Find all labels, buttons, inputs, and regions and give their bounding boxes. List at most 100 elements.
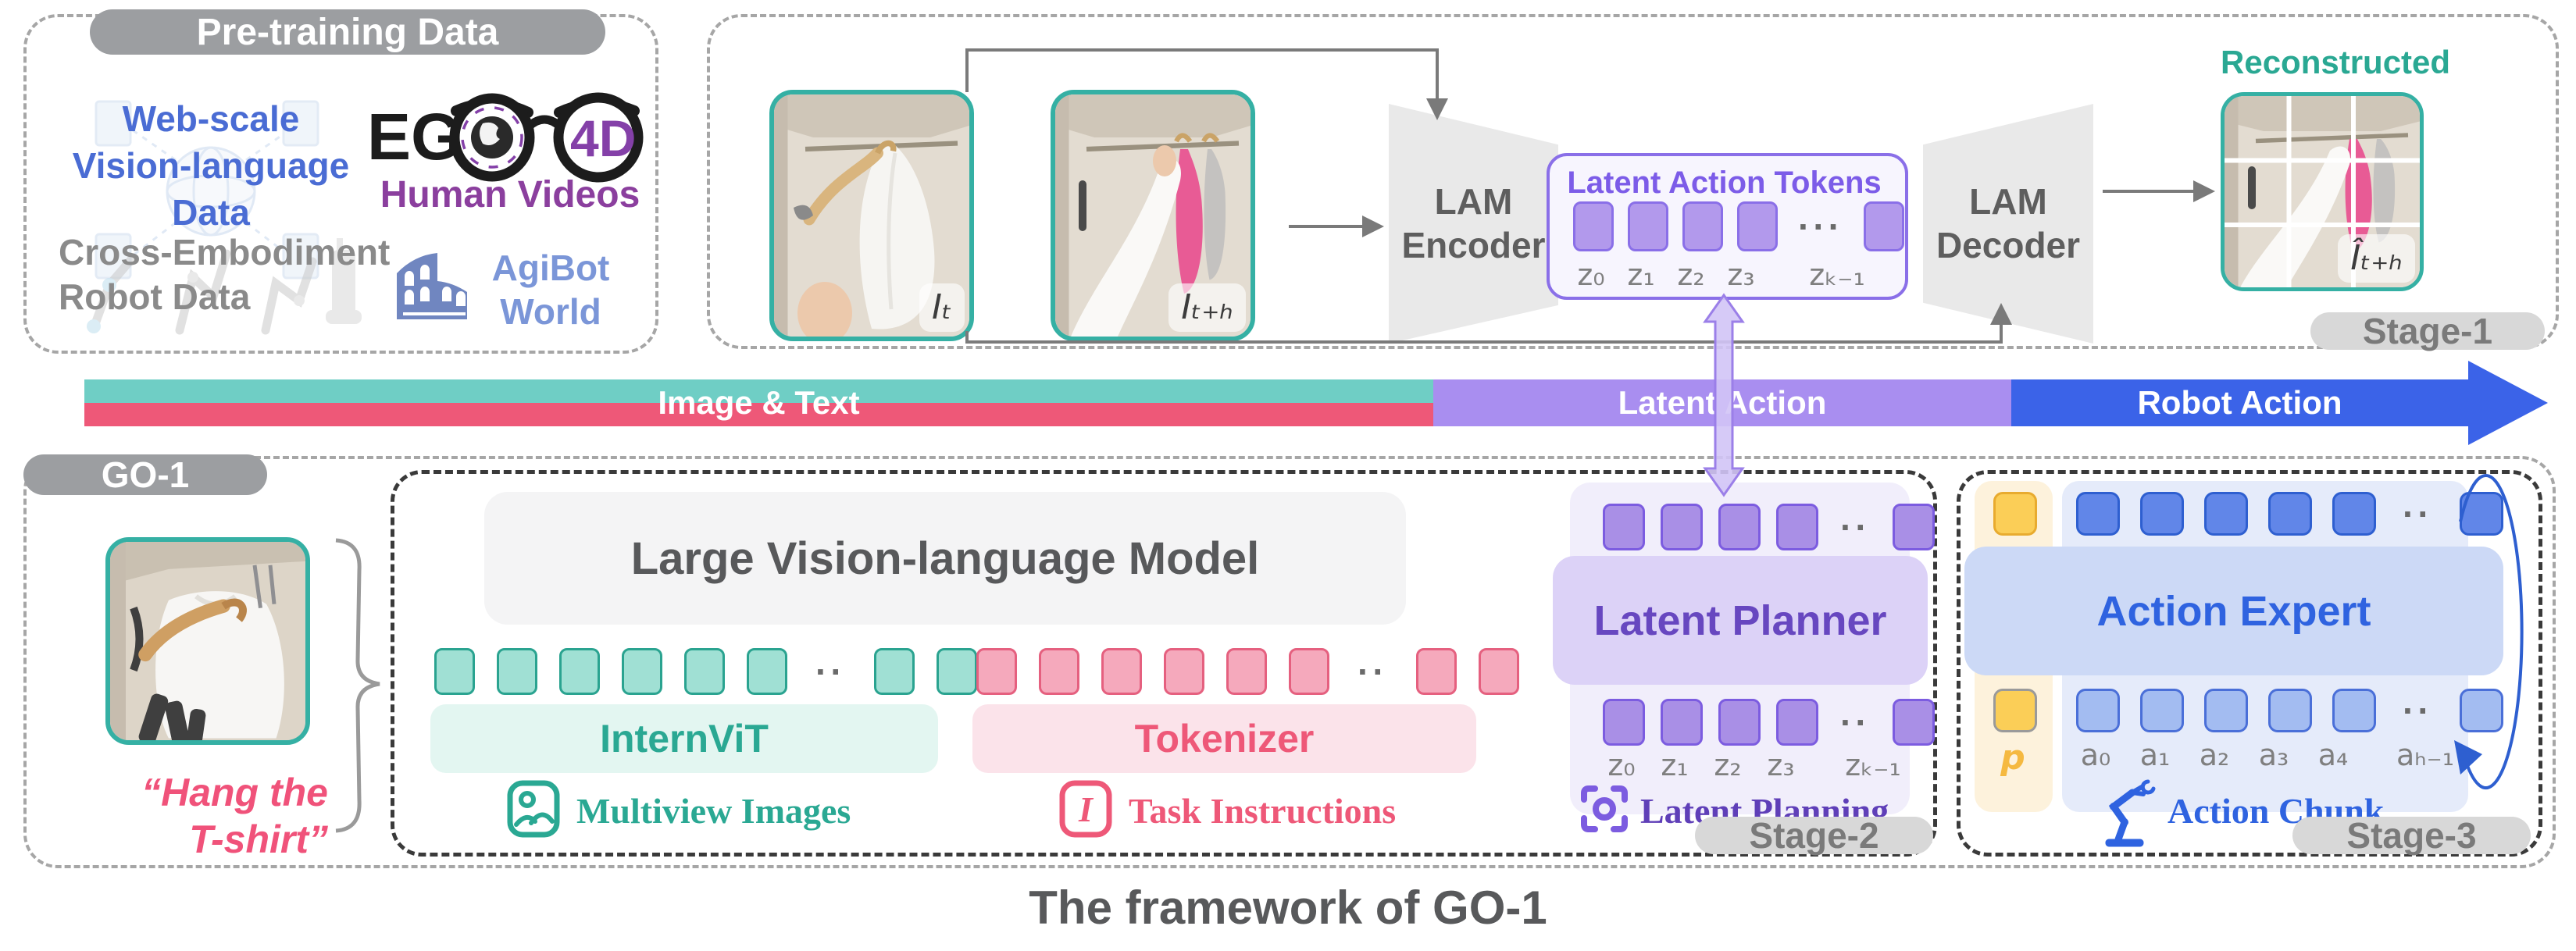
token	[1892, 504, 1935, 550]
lam-encoder: LAM Encoder	[1389, 104, 1558, 344]
token	[1863, 201, 1904, 251]
token	[2204, 492, 2248, 536]
token	[1892, 699, 1935, 746]
internvit-label: InternViT	[600, 717, 769, 760]
z-label: z₃	[1727, 258, 1755, 292]
input-image-t-plus-h: Iₜ₊ₕ	[1051, 90, 1255, 341]
token	[2140, 492, 2184, 536]
ellipsis: ··	[1840, 702, 1871, 743]
proprio-token-bottom	[1993, 689, 2037, 732]
planner-token-row-bottom: ··	[1603, 699, 1935, 746]
ellipsis: ··	[1840, 507, 1871, 547]
action-token-row-top: ··	[2076, 492, 2503, 536]
text-token-row: ··	[976, 648, 1519, 695]
instruction-text: “Hang the T-shirt”	[141, 771, 328, 861]
web-scale-label: Web-scale Vision-language Data	[72, 98, 350, 233]
token	[2332, 492, 2376, 536]
action-expert-box	[1957, 470, 2542, 857]
agibot-world-label: AgiBot World	[491, 248, 610, 332]
z-label: z₂	[1714, 748, 1742, 782]
latent-planner-box: Latent Planner	[1553, 556, 1928, 685]
robot-arms-graphic	[87, 238, 362, 335]
z-label: z₀	[1577, 258, 1605, 292]
token	[1718, 699, 1761, 746]
z-label: z₀	[1607, 748, 1636, 782]
token	[2268, 689, 2312, 732]
tshirt-scene	[110, 542, 305, 740]
stage3-label: Stage-3	[2346, 815, 2477, 856]
human-videos-label: Human Videos	[380, 174, 640, 215]
ellipsis: ··	[1358, 651, 1388, 692]
token	[1478, 648, 1519, 695]
token	[2204, 689, 2248, 732]
go1-title: GO-1	[101, 454, 190, 495]
stage2-label: Stage-2	[1749, 815, 1879, 856]
z-label: z₁	[1661, 748, 1689, 782]
bar-arrowhead	[2468, 361, 2548, 445]
stage1-pill: Stage-1	[2310, 311, 2545, 351]
token	[1415, 648, 1457, 695]
reconstructed-title: Reconstructed	[2221, 44, 2451, 80]
z-label: z₃	[1767, 748, 1795, 782]
token	[1776, 504, 1818, 550]
figure-caption: The framework of GO-1	[1029, 882, 1547, 934]
token	[1573, 201, 1614, 251]
tokenizer-box: Tokenizer	[972, 704, 1476, 773]
a-label: aₕ₋₁	[2396, 738, 2454, 772]
token	[2140, 689, 2184, 732]
token	[1628, 201, 1668, 251]
action-token-row-bottom: ··	[2076, 689, 2503, 732]
go1-title-pill: GO-1	[23, 454, 267, 495]
latent-token-row-stage1: ···	[1573, 201, 1904, 251]
a-label: a₀	[2080, 738, 2111, 772]
token	[559, 648, 600, 695]
a-label: a₄	[2317, 738, 2349, 772]
bar-robot-action	[2011, 379, 2468, 426]
vlm-box: Large Vision-language Model	[484, 492, 1406, 625]
action-expert-band: Action Expert	[1964, 547, 2503, 675]
token	[1776, 699, 1818, 746]
internvit-box: InternViT	[430, 704, 938, 773]
bar-latent-action-label: Latent Action	[1618, 384, 1827, 421]
stage1-box	[707, 14, 2559, 349]
observation-image	[105, 537, 310, 745]
svg-text:I: I	[1078, 789, 1094, 829]
token	[622, 648, 662, 695]
pretraining-title-pill: Pre-training Data	[90, 9, 605, 55]
token	[2268, 492, 2312, 536]
a-label: a₁	[2139, 738, 2171, 772]
stage2-pill: Stage-2	[1695, 815, 1933, 856]
proprio-token-top	[1993, 492, 2037, 536]
token	[1164, 648, 1204, 695]
action-chunk-icon	[2105, 779, 2156, 847]
bar-image-text-label: Image & Text	[658, 384, 860, 421]
token	[1682, 201, 1723, 251]
token	[1603, 699, 1645, 746]
bar-image-text-teal	[84, 379, 1433, 403]
latent-action-tokens-title: Latent Action Tokens	[1567, 166, 1882, 200]
vlm-planner-box	[391, 470, 1937, 857]
svg-text:EG: EG	[367, 100, 462, 173]
tokenizer-label: Tokenizer	[1134, 717, 1315, 760]
input-image-t: Iₜ	[769, 90, 974, 341]
token	[434, 648, 475, 695]
wardrobe-scene-t	[774, 94, 969, 337]
recon-tag: Îₜ₊ₕ	[2338, 234, 2415, 283]
token	[2459, 689, 2503, 732]
token	[2459, 492, 2503, 536]
task-instructions-icon: I	[1059, 780, 1112, 838]
token	[1661, 699, 1703, 746]
token	[1718, 504, 1761, 550]
p-label: p	[2000, 738, 2025, 778]
token	[976, 648, 1017, 695]
token	[1661, 504, 1703, 550]
vlm-label: Large Vision-language Model	[630, 532, 1260, 584]
token	[684, 648, 725, 695]
lam-decoder: LAM Decoder	[1923, 104, 2093, 344]
bar-label-robot-action: Robot Action	[2011, 379, 2468, 426]
go1-box	[23, 456, 2556, 868]
ego4d-logo: EG 4D	[367, 92, 644, 183]
bar-label-image-text: Image & Text	[84, 379, 1433, 426]
bar-image-text-pink	[84, 403, 1433, 426]
action-expert-label: Action Expert	[2096, 587, 2371, 635]
